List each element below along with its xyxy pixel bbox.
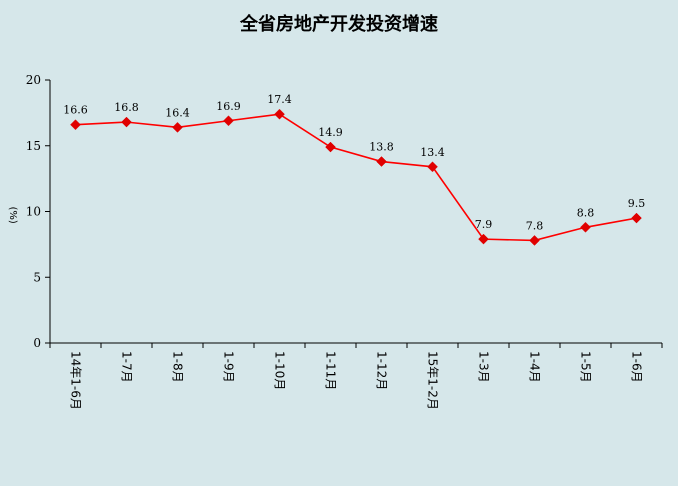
data-label: 16.9: [216, 100, 241, 113]
data-label: 14.9: [318, 126, 343, 139]
x-tick-labels: 14年1-6月 1-7月 1-8月 1-9月 1-10月 1-11月 1-12月 15年1-2…: [69, 351, 644, 410]
data-label: 9.5: [628, 197, 646, 210]
data-label: 8.8: [577, 206, 595, 219]
x-tick-label: 1-7月: [120, 351, 134, 383]
y-tick-label: 5: [33, 270, 41, 284]
x-tick-label: 1-4月: [528, 351, 542, 383]
x-tick-label: 1-9月: [222, 351, 236, 383]
data-point-marker: [172, 121, 183, 133]
y-tick-label: 15: [26, 139, 41, 153]
y-axis-unit-label: (%): [7, 207, 18, 224]
data-label: 7.9: [475, 218, 493, 231]
data-point-marker: [223, 115, 234, 127]
x-tick-label: 1-11月: [324, 351, 338, 390]
x-tick-label: 1-8月: [171, 351, 185, 383]
chart-title: 全省房地产开发投资增速: [240, 14, 438, 35]
x-tick-label: 1-5月: [579, 351, 593, 383]
data-label: 13.8: [369, 141, 394, 154]
data-label: 16.8: [114, 101, 139, 114]
data-point-marker: [631, 212, 642, 224]
data-label: 17.4: [267, 93, 292, 106]
y-tick-labels: 0 5 10 15 20: [26, 73, 41, 350]
y-tick-label: 20: [26, 73, 41, 87]
data-point-marker: [580, 221, 591, 233]
x-tick-label: 1-10月: [273, 351, 287, 390]
series-group: [70, 108, 642, 246]
data-point-marker: [376, 156, 387, 167]
data-point-marker: [274, 108, 285, 120]
data-point-marker: [529, 235, 540, 246]
data-point-marker: [70, 119, 81, 131]
series-line: [75, 113, 637, 242]
data-point-marker: [325, 141, 336, 153]
x-tick-label: 1-3月: [477, 351, 491, 383]
axes: [45, 79, 663, 348]
x-tick-label: 14年1-6月: [69, 351, 83, 410]
data-point-marker: [478, 233, 489, 245]
y-tick-label: 10: [26, 205, 41, 219]
data-label: 16.4: [165, 106, 190, 119]
data-label: 16.6: [63, 104, 88, 117]
data-point-marker: [427, 161, 438, 173]
x-tick-label: 1-6月: [630, 351, 644, 383]
x-tick-label: 15年1-2月: [426, 351, 440, 410]
y-tick-label: 0: [33, 336, 41, 350]
data-point-marker: [121, 116, 132, 128]
data-label: 7.8: [526, 219, 544, 232]
data-labels: 16.6 16.8 16.4 16.9 17.4 14.9 13.8 13.4 7.9 7.8 8.…: [63, 93, 645, 232]
data-label: 13.4: [420, 146, 445, 159]
x-tick-label: 1-12月: [375, 351, 389, 390]
